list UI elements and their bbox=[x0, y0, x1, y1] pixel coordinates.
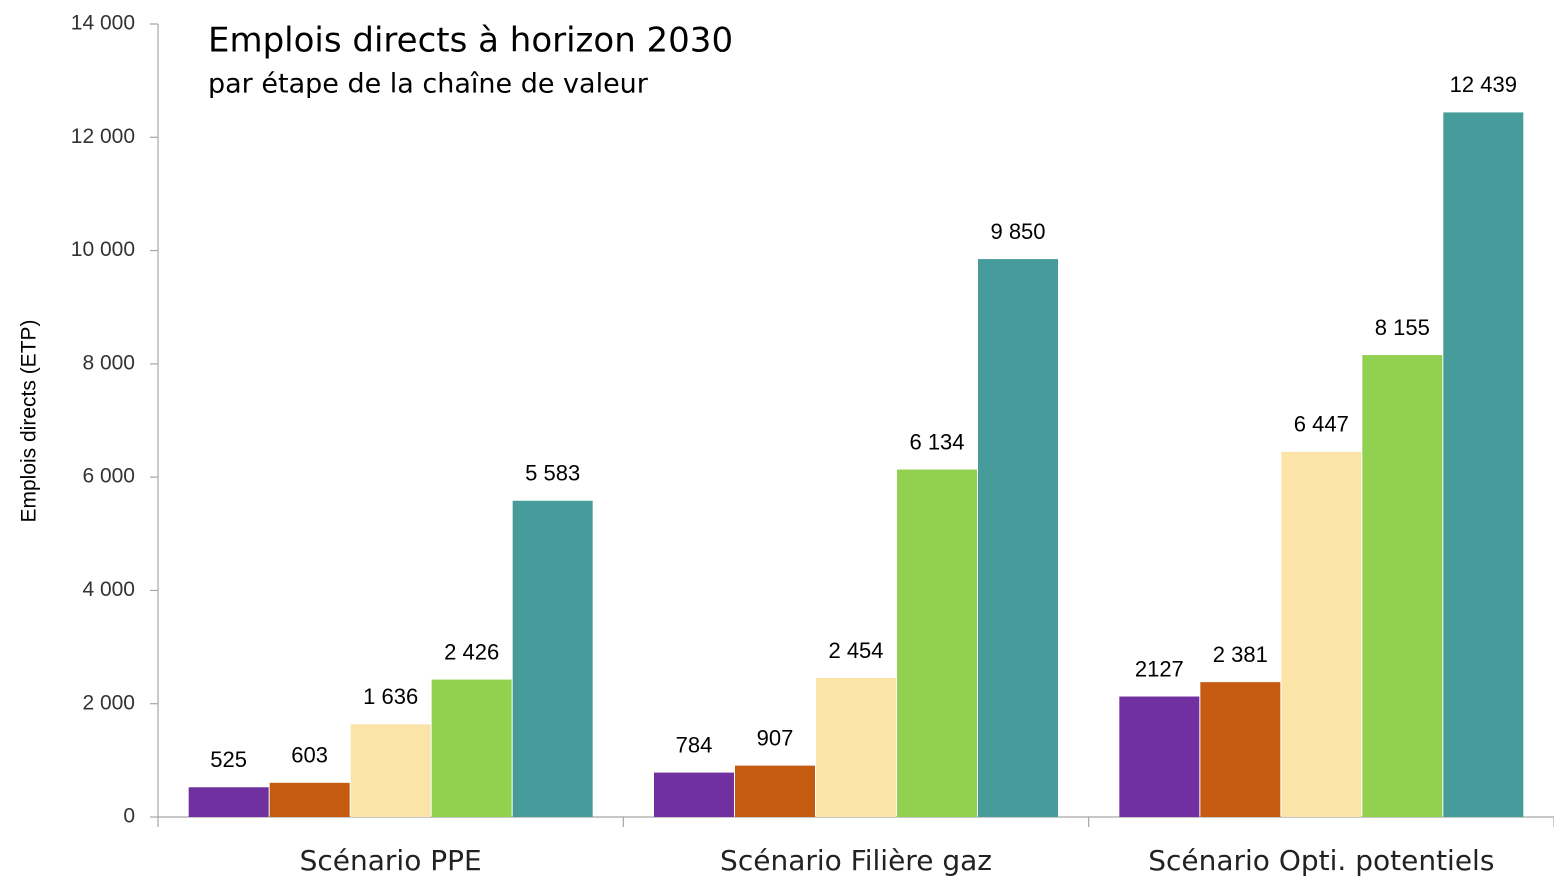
bar bbox=[735, 765, 815, 817]
value-label: 9 850 bbox=[990, 219, 1045, 244]
y-tick-label: 8 000 bbox=[82, 351, 135, 374]
y-tick-label: 0 bbox=[123, 805, 135, 828]
y-tick-label: 10 000 bbox=[71, 238, 135, 261]
bar bbox=[188, 787, 269, 817]
value-label: 603 bbox=[291, 743, 328, 768]
bar bbox=[897, 469, 977, 817]
value-label: 1 636 bbox=[363, 684, 418, 709]
value-label: 2 381 bbox=[1213, 642, 1268, 667]
y-tick-label: 6 000 bbox=[82, 465, 135, 488]
y-tick-label: 2 000 bbox=[82, 691, 135, 714]
value-label: 12 439 bbox=[1450, 72, 1517, 97]
bar bbox=[1281, 451, 1362, 817]
value-label: 784 bbox=[676, 732, 713, 757]
bar bbox=[350, 724, 431, 817]
bar bbox=[816, 677, 896, 817]
bar bbox=[1443, 112, 1524, 818]
bar bbox=[1200, 682, 1281, 817]
bar bbox=[269, 782, 350, 817]
value-label: 525 bbox=[210, 747, 247, 772]
bar bbox=[1119, 696, 1200, 817]
value-label: 8 155 bbox=[1375, 315, 1430, 340]
value-label: 5 583 bbox=[525, 461, 580, 486]
y-tick-label: 4 000 bbox=[82, 578, 135, 601]
value-label: 6 134 bbox=[909, 429, 964, 454]
y-tick-label: 12 000 bbox=[71, 125, 135, 148]
value-label: 2127 bbox=[1135, 656, 1184, 681]
bar bbox=[654, 772, 734, 817]
value-label: 2 426 bbox=[444, 639, 499, 664]
bar bbox=[431, 679, 512, 817]
x-tick-label: Scénario Opti. potentiels bbox=[1148, 844, 1494, 877]
value-label: 6 447 bbox=[1294, 412, 1349, 437]
value-label: 907 bbox=[757, 725, 794, 750]
bar bbox=[978, 259, 1058, 817]
chart-subtitle: par étape de la chaîne de valeur bbox=[208, 69, 649, 100]
x-tick-label: Scénario PPE bbox=[300, 844, 482, 877]
bar bbox=[1362, 355, 1443, 817]
value-label: 2 454 bbox=[828, 638, 883, 663]
x-tick-label: Scénario Filière gaz bbox=[720, 844, 992, 877]
y-axis-label: Emplois directs (ETP) bbox=[18, 319, 41, 522]
chart-title: Emplois directs à horizon 2030 bbox=[208, 21, 733, 61]
bar bbox=[512, 500, 593, 817]
y-tick-label: 14 000 bbox=[71, 12, 135, 35]
